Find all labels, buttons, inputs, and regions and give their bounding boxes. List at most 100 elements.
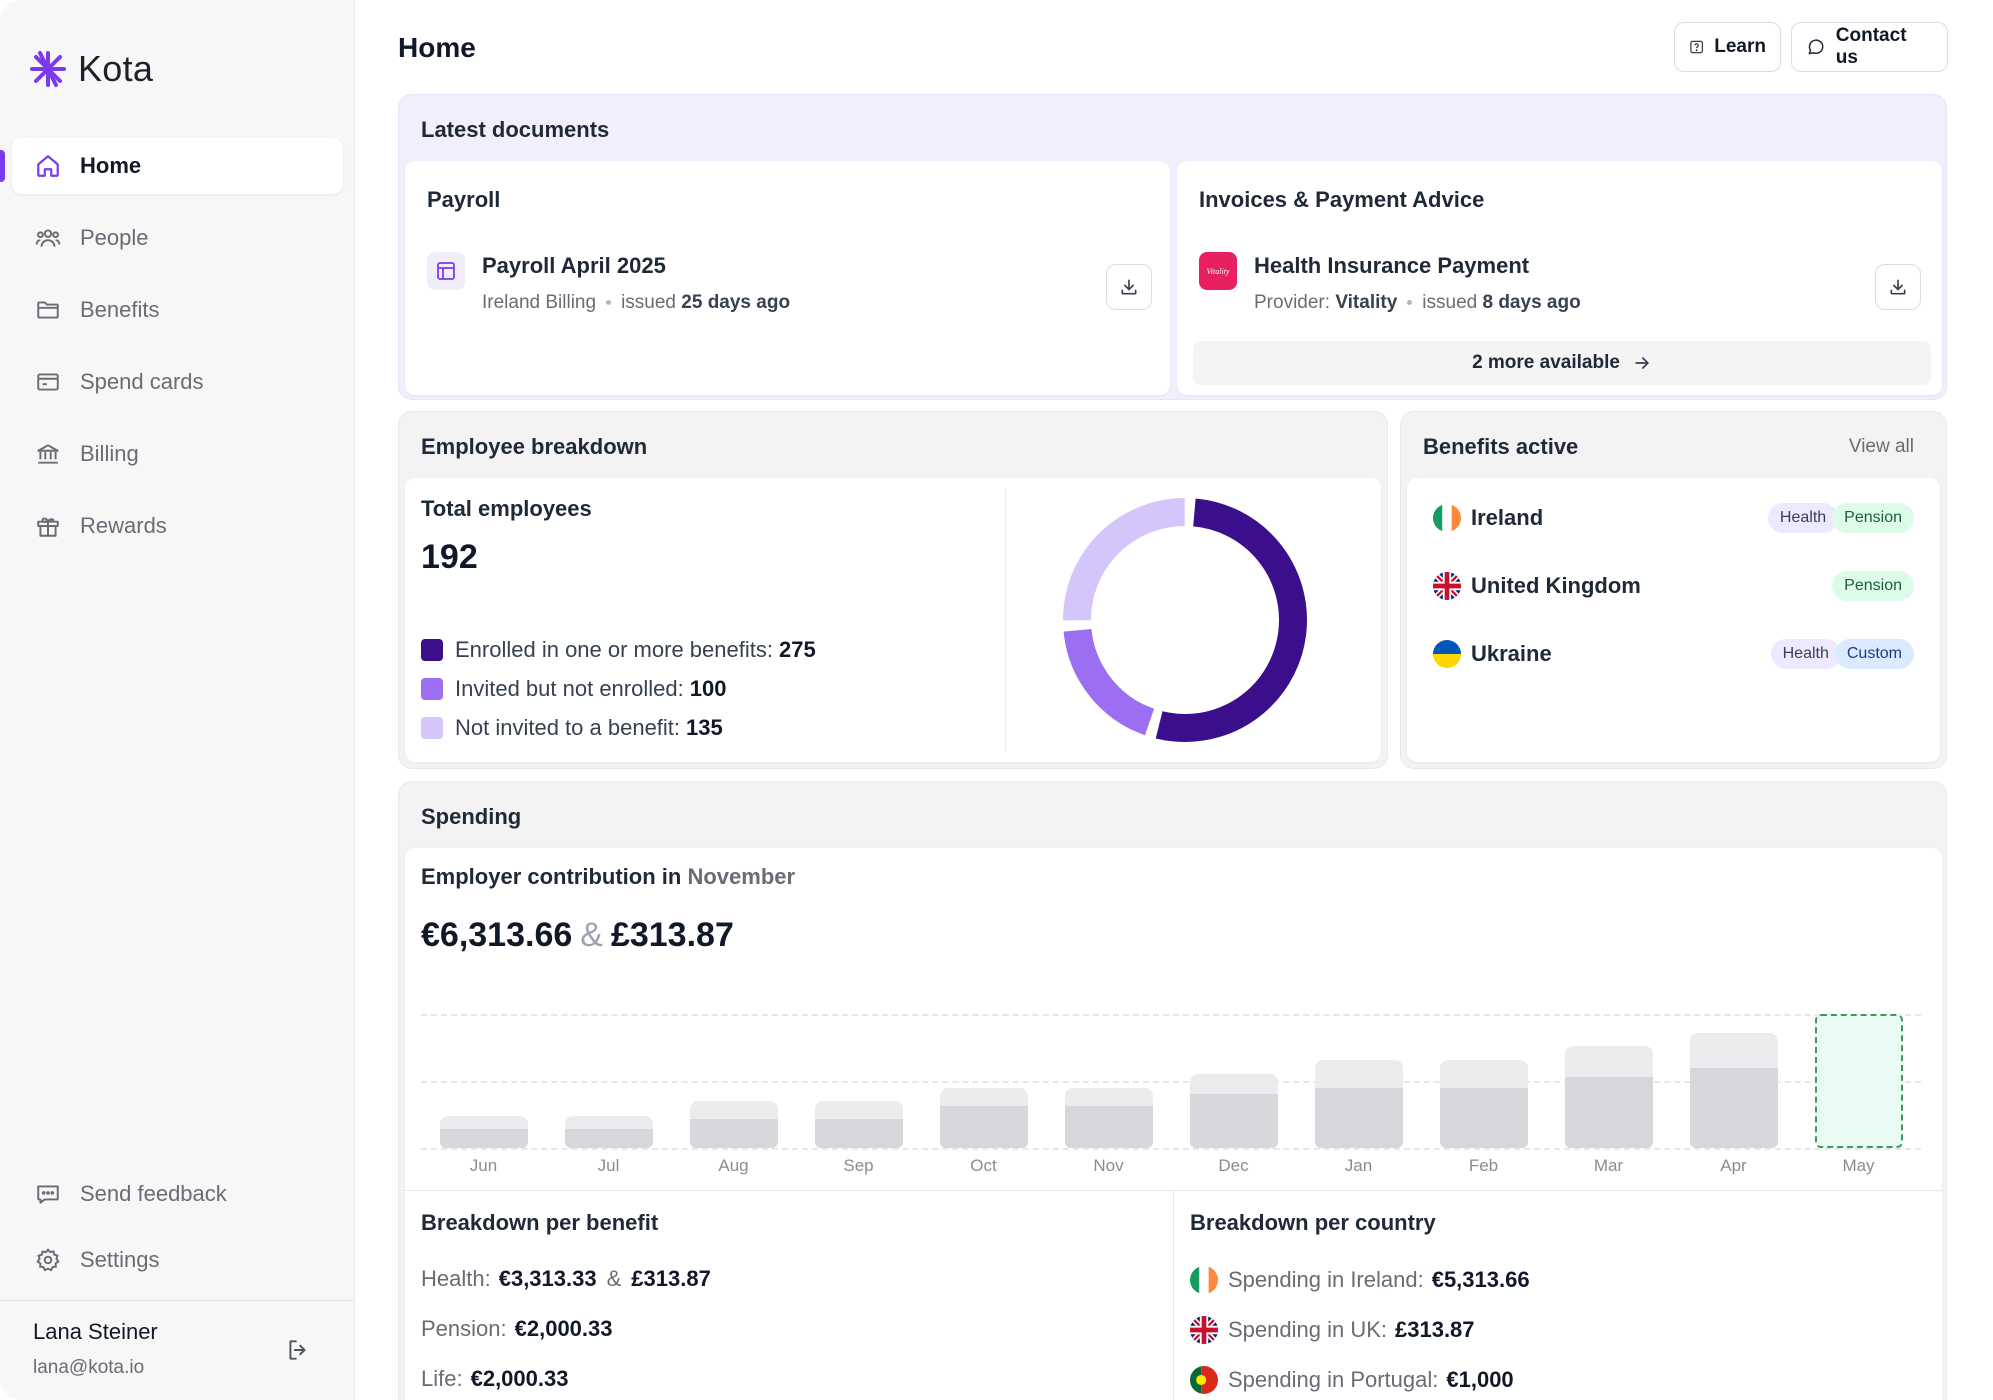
breakdown-value: €3,313.33 [498,1266,597,1291]
issued-value: 25 days ago [681,292,791,313]
invoice-download-button[interactable] [1875,264,1921,310]
bar-may-forecast[interactable] [1814,1014,1903,1148]
legend-not-invited: Not invited to a benefit: 135 [421,715,723,741]
sidebar-nav: Home People Benefits Spend cards [0,138,343,570]
breakdown-value: €1,000 [1446,1367,1514,1392]
invoices-title: Invoices & Payment Advice [1199,187,1485,212]
bank-icon [34,440,62,468]
total-employees-value: 192 [421,538,478,576]
user-email: lana@kota.io [33,1357,145,1378]
issued-label: issued [621,292,676,313]
bar-jul[interactable] [564,1115,653,1148]
legend-swatch [421,717,443,739]
bar-feb[interactable] [1439,1059,1528,1148]
country-name: United Kingdom [1471,573,1641,598]
divider [1173,1190,1174,1400]
breakdown-value: €2,000.33 [514,1316,613,1341]
contribution-heading: Employer contribution in November [421,864,795,890]
month-label: May [1842,1156,1875,1175]
sidebar-item-benefits[interactable]: Benefits [12,282,343,338]
bar-aug[interactable] [689,1101,778,1148]
more-available-label: 2 more available [1472,352,1620,373]
payroll-doc-title[interactable]: Payroll April 2025 [482,253,666,278]
sidebar-item-label: Spend cards [80,369,204,394]
benefit-row-united-kingdom[interactable]: United Kingdom Pension [1433,568,1914,604]
month-label: Jun [469,1156,498,1175]
bar-fill [814,1118,903,1148]
svg-text:Vitality: Vitality [1207,267,1230,276]
ireland-flag-icon [1190,1266,1218,1294]
spending-bar-chart: Jun Jul Aug Sep Oct Nov Dec Jan Feb Mar Apr May [405,848,1942,1188]
month-label: Feb [1468,1156,1499,1175]
sidebar-item-label: Settings [80,1247,160,1272]
breakdown-benefit-title: Breakdown per benefit [421,1210,659,1235]
bar-nov[interactable] [1064,1087,1153,1148]
bar-apr[interactable] [1689,1032,1778,1148]
bar-mar[interactable] [1564,1046,1653,1148]
sidebar-item-spend-cards[interactable]: Spend cards [12,354,343,410]
breakdown-value: £313.87 [631,1266,711,1291]
download-icon [1121,279,1137,295]
issued-value: 8 days ago [1482,292,1581,313]
benefit-row-ukraine[interactable]: Ukraine Health Custom [1433,636,1914,672]
tag-health: Health [1767,503,1839,533]
chat-icon [1808,39,1824,55]
logout-button[interactable] [283,1335,313,1365]
month-label: Sep [843,1156,874,1175]
payroll-doc-icon [427,252,465,290]
payroll-download-button[interactable] [1106,264,1152,310]
tag-pension: Pension [1832,503,1914,533]
bar-fill [1689,1067,1778,1148]
more-available-button[interactable]: 2 more available [1193,341,1931,385]
benefit-tags: Health Custom [1770,639,1914,669]
legend-label: Not invited to a benefit: [455,715,681,740]
payroll-doc-meta: Ireland Billing issued 25 days ago [482,292,790,314]
provider-label: Provider: [1254,292,1331,313]
help-icon [1690,40,1703,54]
bar-fill [1439,1087,1528,1148]
separator-dot [606,300,612,306]
sidebar-item-label: People [80,225,149,250]
legend-value: 100 [689,676,727,701]
sidebar-item-label: Home [80,153,142,178]
sidebar-item-send-feedback[interactable]: Send feedback [12,1166,343,1222]
breakdown-pension-row: Pension: €2,000.33 [421,1316,613,1342]
total-employees-label: Total employees [421,496,592,521]
kota-logo-icon [30,51,66,87]
breakdown-value: €2,000.33 [470,1366,569,1391]
benefit-row-ireland[interactable]: Ireland Health Pension [1433,500,1914,536]
contact-us-button[interactable]: Contact us [1791,22,1948,72]
feedback-icon [34,1180,62,1208]
bar-jun[interactable] [439,1115,528,1148]
invoice-doc-title[interactable]: Health Insurance Payment [1254,253,1530,278]
tag-pension: Pension [1832,571,1914,601]
sidebar-item-settings[interactable]: Settings [12,1232,343,1288]
month-label: Dec [1218,1156,1249,1175]
contribution-month: November [687,864,796,889]
breakdown-label: Spending in Portugal: [1228,1367,1439,1392]
sidebar-item-home[interactable]: Home [0,138,343,194]
latest-documents-card: Latest documents Payroll Payroll April 2… [398,94,1947,400]
logo[interactable]: Kota [28,48,153,90]
bar-oct[interactable] [939,1087,1028,1148]
legend-invited: Invited but not enrolled: 100 [421,676,726,702]
learn-button[interactable]: Learn [1674,22,1781,72]
spending-title: Spending [421,804,522,829]
sidebar-item-people[interactable]: People [12,210,343,266]
breakdown-country-title: Breakdown per country [1190,1210,1436,1235]
breakdown-uk-row: Spending in UK: £313.87 [1190,1316,1475,1344]
breakdown-life-row: Life: €2,000.33 [421,1366,568,1392]
grid-line [421,1081,1921,1083]
latest-documents-title: Latest documents [421,117,610,142]
sidebar-item-billing[interactable]: Billing [12,426,343,482]
bar-jan[interactable] [1314,1059,1403,1148]
benefit-tags: Health Pension [1767,503,1914,533]
bar-fill [939,1106,1028,1148]
sidebar-item-rewards[interactable]: Rewards [12,498,343,554]
uk-flag-icon [1190,1316,1218,1344]
view-all-link[interactable]: View all [1848,436,1914,457]
bar-dec[interactable] [1189,1074,1278,1148]
bar-sep[interactable] [814,1101,903,1148]
breakdown-label: Spending in UK: [1228,1317,1387,1342]
